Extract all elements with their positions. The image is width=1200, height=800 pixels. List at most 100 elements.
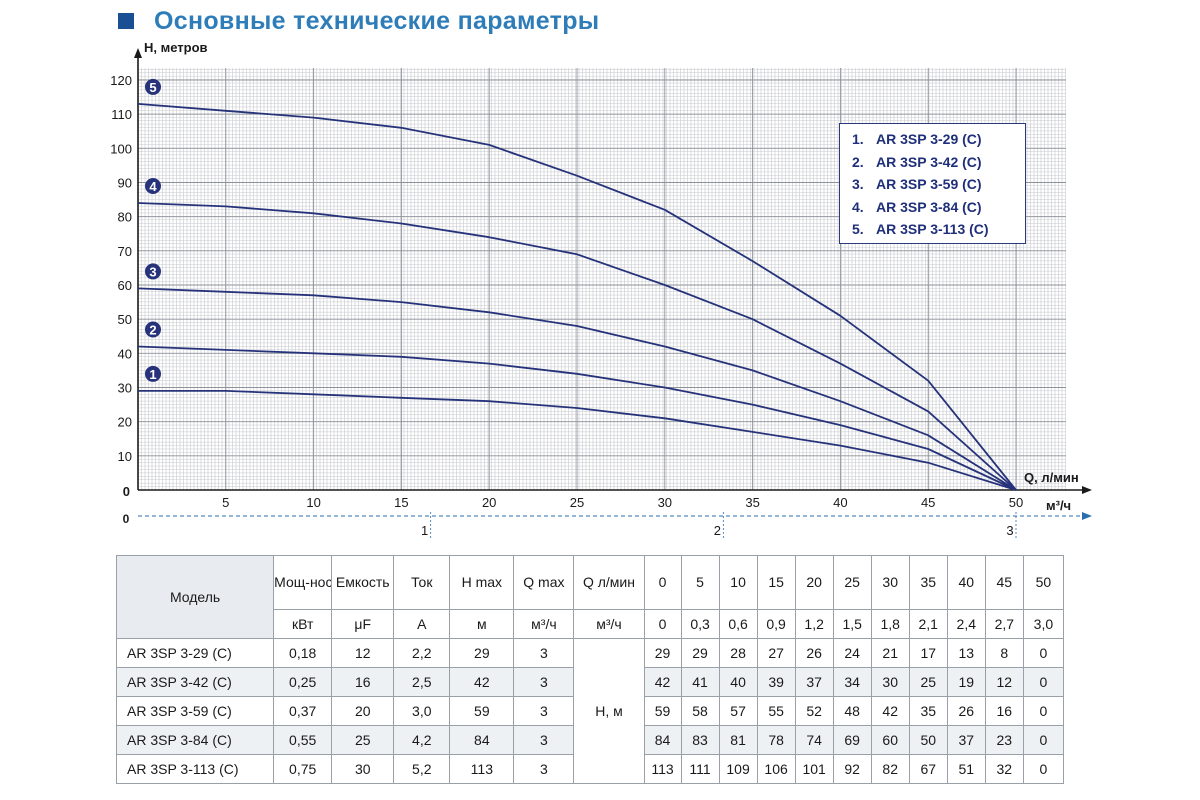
header-q-m3h: 0,6: [718, 609, 758, 639]
y-tick-label: 100: [110, 141, 132, 156]
unit-hmax: м: [449, 609, 515, 639]
x-tick-label: 50: [1009, 495, 1023, 510]
cell-model: AR 3SP 3-42 (C): [115, 667, 275, 697]
y-tick-label: 110: [111, 107, 132, 122]
cell-capacity: 30: [331, 754, 395, 784]
cell-head-value: 55: [756, 696, 796, 726]
cell-hmax: 113: [449, 754, 515, 784]
x2-axis-arrow: [1082, 512, 1092, 520]
x-tick-label: 10: [306, 495, 320, 510]
cell-hmax: 84: [449, 725, 515, 755]
header-q-m3h: 3,0: [1022, 609, 1065, 639]
cell-current: 3,0: [393, 696, 451, 726]
cell-qmax: 3: [513, 754, 575, 784]
legend-item: 1. AR 3SP 3-29 (C): [852, 128, 1013, 151]
cell-head-value: 0: [1022, 725, 1065, 755]
cell-current: 2,5: [393, 667, 451, 697]
x-tick-label: 30: [658, 495, 672, 510]
x-tick-label: 35: [745, 495, 759, 510]
cell-head-value: 74: [794, 725, 834, 755]
cell-head-value: 24: [832, 638, 872, 668]
cell-model: AR 3SP 3-84 (C): [115, 725, 275, 755]
series-marker-label: 4: [149, 179, 157, 194]
cell-head-value: 50: [908, 725, 948, 755]
header-q-m3h: 1,2: [794, 609, 834, 639]
header-q-m3h: 2,1: [908, 609, 948, 639]
chart-grid: [137, 68, 1066, 491]
table-row: AR 3SP 3-42 (C) 0,25 16 2,5 42 3 42 41 40 39 37 34 3…: [115, 667, 1065, 697]
cell-head-value: 59: [643, 696, 682, 726]
cell-capacity: 20: [331, 696, 395, 726]
table-units-row: кВт μF A м м³/ч м³/ч 0 0,3 0,6 0,9 1,2 1…: [117, 609, 1065, 639]
header-q-value: 50: [1022, 555, 1065, 610]
cell-hmax: 29: [449, 638, 515, 668]
y-axis-label: H, метров: [144, 40, 208, 55]
cell-head-value: 26: [946, 696, 986, 726]
cell-head-value: 26: [794, 638, 834, 668]
x-tick-label: 5: [222, 495, 229, 510]
y-tick-label: 0: [123, 484, 130, 499]
cell-head-value: 78: [756, 725, 796, 755]
cell-head-value: 69: [832, 725, 872, 755]
cell-head-value: 52: [794, 696, 834, 726]
header-q-m3h: 1,5: [832, 609, 872, 639]
table-row: AR 3SP 3-29 (C) 0,18 12 2,2 29 3 H, м 29 29 28 27 2…: [115, 638, 1065, 784]
x2-tick-label: 3: [1006, 523, 1013, 538]
y-tick-label: 80: [118, 210, 132, 225]
series-line: [137, 103, 1017, 491]
series-marker: [145, 178, 161, 194]
x2-tick-label: 2: [714, 523, 721, 538]
cell-head-value: 101: [794, 754, 834, 784]
chart-axes: [134, 48, 1092, 538]
cell-h-unit: H, м: [573, 638, 645, 784]
table-row: AR 3SP 3-113 (C) 0,75 30 5,2 113 3 113 111 109 10…: [115, 754, 1065, 784]
table-body: AR 3SP 3-29 (C) 0,18 12 2,2 29 3 H, м 29 29 28 27 2…: [115, 638, 1065, 784]
legend-item: 3. AR 3SP 3-59 (C): [852, 173, 1013, 196]
cell-head-value: 111: [680, 754, 720, 784]
cell-hmax: 42: [449, 667, 515, 697]
cell-head-value: 25: [908, 667, 948, 697]
cell-power: 0,37: [273, 696, 333, 726]
header-q-value: 40: [946, 555, 986, 610]
cell-head-value: 84: [643, 725, 682, 755]
header-q-m3h: 0,9: [756, 609, 796, 639]
unit-capacity: μF: [331, 609, 395, 639]
header-q-value: 0: [643, 555, 682, 610]
cell-head-value: 28: [718, 638, 758, 668]
cell-model: AR 3SP 3-59 (C): [115, 696, 275, 726]
legend-label: AR 3SP 3-84 (C): [876, 198, 982, 215]
cell-current: 4,2: [393, 725, 451, 755]
x-tick-label: 25: [570, 495, 584, 510]
series-line: [138, 389, 1017, 491]
cell-head-value: 83: [680, 725, 720, 755]
cell-head-value: 23: [984, 725, 1024, 755]
cell-head-value: 19: [946, 667, 986, 697]
cell-power: 0,55: [273, 725, 333, 755]
cell-qmax: 3: [513, 667, 575, 697]
cell-head-value: 37: [946, 725, 986, 755]
table-header-row: Модель Мощ-ность Емкость Ток H max Q max…: [115, 555, 1065, 639]
cell-capacity: 25: [331, 725, 395, 755]
cell-head-value: 82: [870, 754, 910, 784]
header-hmax: H max: [449, 555, 515, 610]
cell-power: 0,75: [273, 754, 333, 784]
cell-current: 5,2: [393, 754, 451, 784]
table-row: AR 3SP 3-84 (C) 0,55 25 4,2 84 3 84 83 81 78 74 69 6…: [115, 725, 1065, 755]
cell-head-value: 0: [1022, 696, 1065, 726]
cell-head-value: 113: [643, 754, 682, 784]
header-q-value: 5: [680, 555, 720, 610]
legend-item: 5. AR 3SP 3-113 (C): [852, 218, 1013, 241]
cell-head-value: 109: [718, 754, 758, 784]
cell-head-value: 0: [1022, 638, 1065, 668]
series-marker: [145, 365, 161, 382]
header-q-m3h: 2,7: [984, 609, 1024, 639]
cell-head-value: 51: [946, 754, 986, 784]
cell-head-value: 67: [908, 754, 948, 784]
cell-qmax: 3: [513, 725, 575, 755]
series-marker: [145, 263, 161, 280]
page-title: Основные технические параметры: [118, 6, 599, 36]
cell-head-value: 29: [643, 638, 682, 668]
series-line: [137, 345, 1017, 491]
chart-legend: 1. AR 3SP 3-29 (C) 2. AR 3SP 3-42 (C) 3. AR…: [839, 123, 1026, 244]
